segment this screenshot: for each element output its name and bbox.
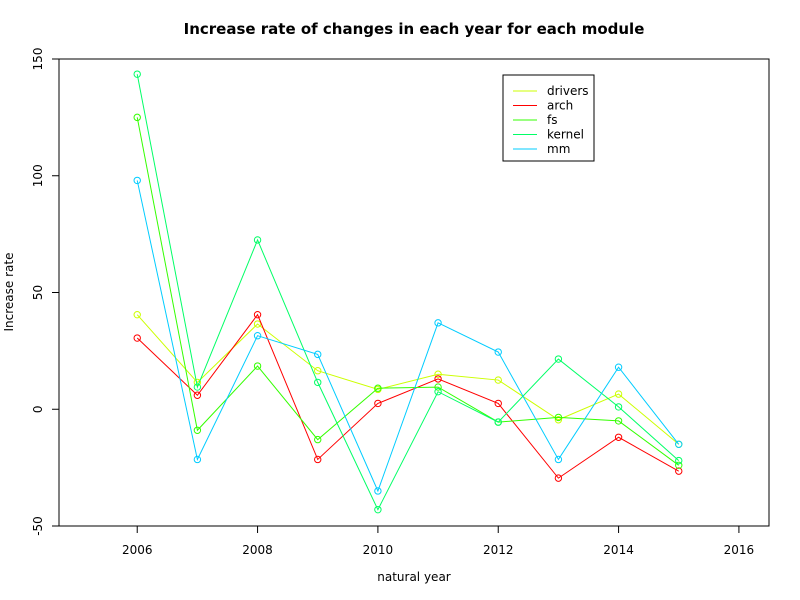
data-point-kernel <box>614 403 623 411</box>
y-axis: -50 0 50 100 150 <box>31 48 59 536</box>
x-tick-label: 2014 <box>603 543 634 557</box>
data-point-mm <box>193 455 202 464</box>
data-point-kernel <box>314 378 322 387</box>
x-tick-label: 2008 <box>242 543 273 557</box>
x-tick-label: 2006 <box>122 543 153 557</box>
data-point-mm <box>494 348 502 356</box>
series-line-mm <box>136 180 680 493</box>
data-point-arch <box>675 467 683 475</box>
data-point-fs <box>133 113 141 122</box>
data-point-arch <box>614 433 623 441</box>
data-point-arch <box>314 455 322 464</box>
y-tick-label: 50 <box>31 285 45 300</box>
series-line-kernel <box>136 74 680 511</box>
data-point-drivers <box>253 320 262 328</box>
data-point-mm <box>675 440 683 448</box>
data-point-drivers <box>434 370 442 378</box>
x-axis-label: natural year <box>377 570 451 584</box>
data-point-drivers <box>494 376 502 384</box>
y-tick-label: 150 <box>31 48 45 71</box>
data-point-mm <box>614 363 623 371</box>
data-point-mm <box>434 319 442 327</box>
data-point-kernel <box>374 505 382 514</box>
data-point-mm <box>133 176 141 185</box>
data-point-kernel <box>133 70 141 78</box>
y-axis-label: Increase rate <box>2 253 16 332</box>
x-tick-label: 2010 <box>363 543 394 557</box>
x-axis: 2006 2008 2010 2012 2014 2016 <box>122 526 754 557</box>
data-point-arch <box>494 399 502 408</box>
data-point-mm <box>374 487 382 495</box>
data-point-drivers <box>614 390 623 398</box>
data-point-kernel <box>193 383 202 391</box>
data-point-drivers <box>133 310 141 319</box>
series-line-drivers <box>136 314 680 445</box>
chart-title: Increase rate of changes in each year fo… <box>184 20 645 38</box>
data-point-kernel <box>434 388 442 396</box>
legend-box <box>502 74 595 162</box>
data-point-fs <box>314 435 322 444</box>
data-point-arch <box>554 474 563 482</box>
data-point-mm <box>253 331 262 340</box>
legend-label-drivers: drivers <box>547 84 589 98</box>
x-tick-label: 2016 <box>724 543 755 557</box>
data-point-drivers <box>314 367 322 375</box>
data-point-fs <box>675 461 683 469</box>
series-layer <box>133 70 683 514</box>
data-point-kernel <box>494 418 502 426</box>
data-point-arch <box>374 399 382 408</box>
data-point-kernel <box>675 456 683 465</box>
x-tick-label: 2012 <box>483 543 514 557</box>
data-point-fs <box>374 384 382 392</box>
data-point-arch <box>434 375 442 383</box>
data-point-arch <box>193 391 202 399</box>
legend-label-arch: arch <box>547 99 573 113</box>
data-point-arch <box>253 310 262 319</box>
y-tick-label: 100 <box>31 164 45 187</box>
data-point-fs <box>554 413 563 422</box>
data-point-fs <box>434 383 442 391</box>
data-point-fs <box>614 417 623 425</box>
legend-label-kernel: kernel <box>547 128 584 142</box>
data-point-drivers <box>554 416 563 424</box>
series-line-arch <box>136 313 679 479</box>
data-point-kernel <box>253 236 262 244</box>
data-point-fs <box>193 426 202 434</box>
legend-label-mm: mm <box>547 142 570 156</box>
legend-label-fs: fs <box>547 113 557 127</box>
data-point-fs <box>253 362 262 370</box>
data-point-mm <box>314 350 322 359</box>
data-point-kernel <box>554 355 563 363</box>
data-point-mm <box>554 455 563 464</box>
y-tick-label: 0 <box>31 405 45 413</box>
y-tick-label: -50 <box>31 516 45 536</box>
data-point-arch <box>133 334 141 342</box>
